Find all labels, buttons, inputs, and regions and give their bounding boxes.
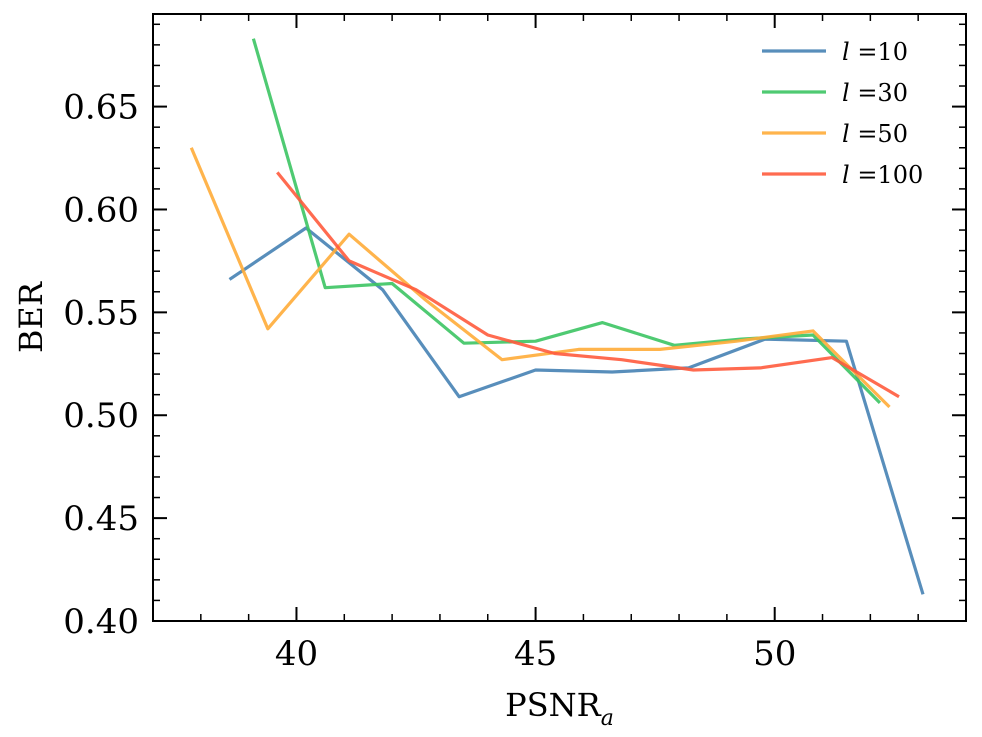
y-tick-label: 0.60	[63, 190, 139, 230]
series-line-100	[276, 171, 900, 399]
y-tick-label: 0.50	[63, 396, 139, 436]
legend-label-var: l	[842, 38, 850, 66]
x-tick-label: 40	[275, 634, 318, 674]
legend-label-var: l	[842, 120, 850, 148]
x-axis-label-main: PSNR	[505, 686, 601, 724]
legend-label-value: =30	[850, 79, 908, 107]
x-axis-label-subscript: a	[601, 706, 614, 731]
series-line-50	[189, 147, 891, 409]
y-tick-label: 0.40	[63, 602, 139, 642]
legend-label-var: l	[842, 79, 850, 107]
legend-label-value: =50	[850, 120, 908, 148]
legend: l =10l =30l =50l =100	[762, 38, 923, 189]
y-axis-label: BER	[12, 281, 50, 353]
legend-label: l =50	[842, 120, 908, 148]
legend-label-var: l	[842, 161, 850, 189]
y-tick-label: 0.65	[63, 88, 139, 128]
legend-label-value: =10	[850, 38, 908, 66]
plot-frame	[152, 13, 967, 622]
x-tick-label: 50	[753, 634, 796, 674]
y-tick-label: 0.55	[63, 293, 139, 333]
series-layer	[189, 38, 925, 595]
x-tick-label: 45	[514, 634, 557, 674]
legend-label: l =10	[842, 38, 908, 66]
x-axis-label: PSNRa	[505, 686, 614, 731]
legend-label: l =100	[842, 161, 923, 189]
legend-label-value: =100	[850, 161, 924, 189]
y-tick-label: 0.45	[63, 499, 139, 539]
legend-label: l =30	[842, 79, 908, 107]
series-line-10	[228, 226, 925, 595]
tick-labels-layer: 40 45 50 0.40 0.45 0.50 0.55 0.60 0.65	[63, 88, 796, 674]
